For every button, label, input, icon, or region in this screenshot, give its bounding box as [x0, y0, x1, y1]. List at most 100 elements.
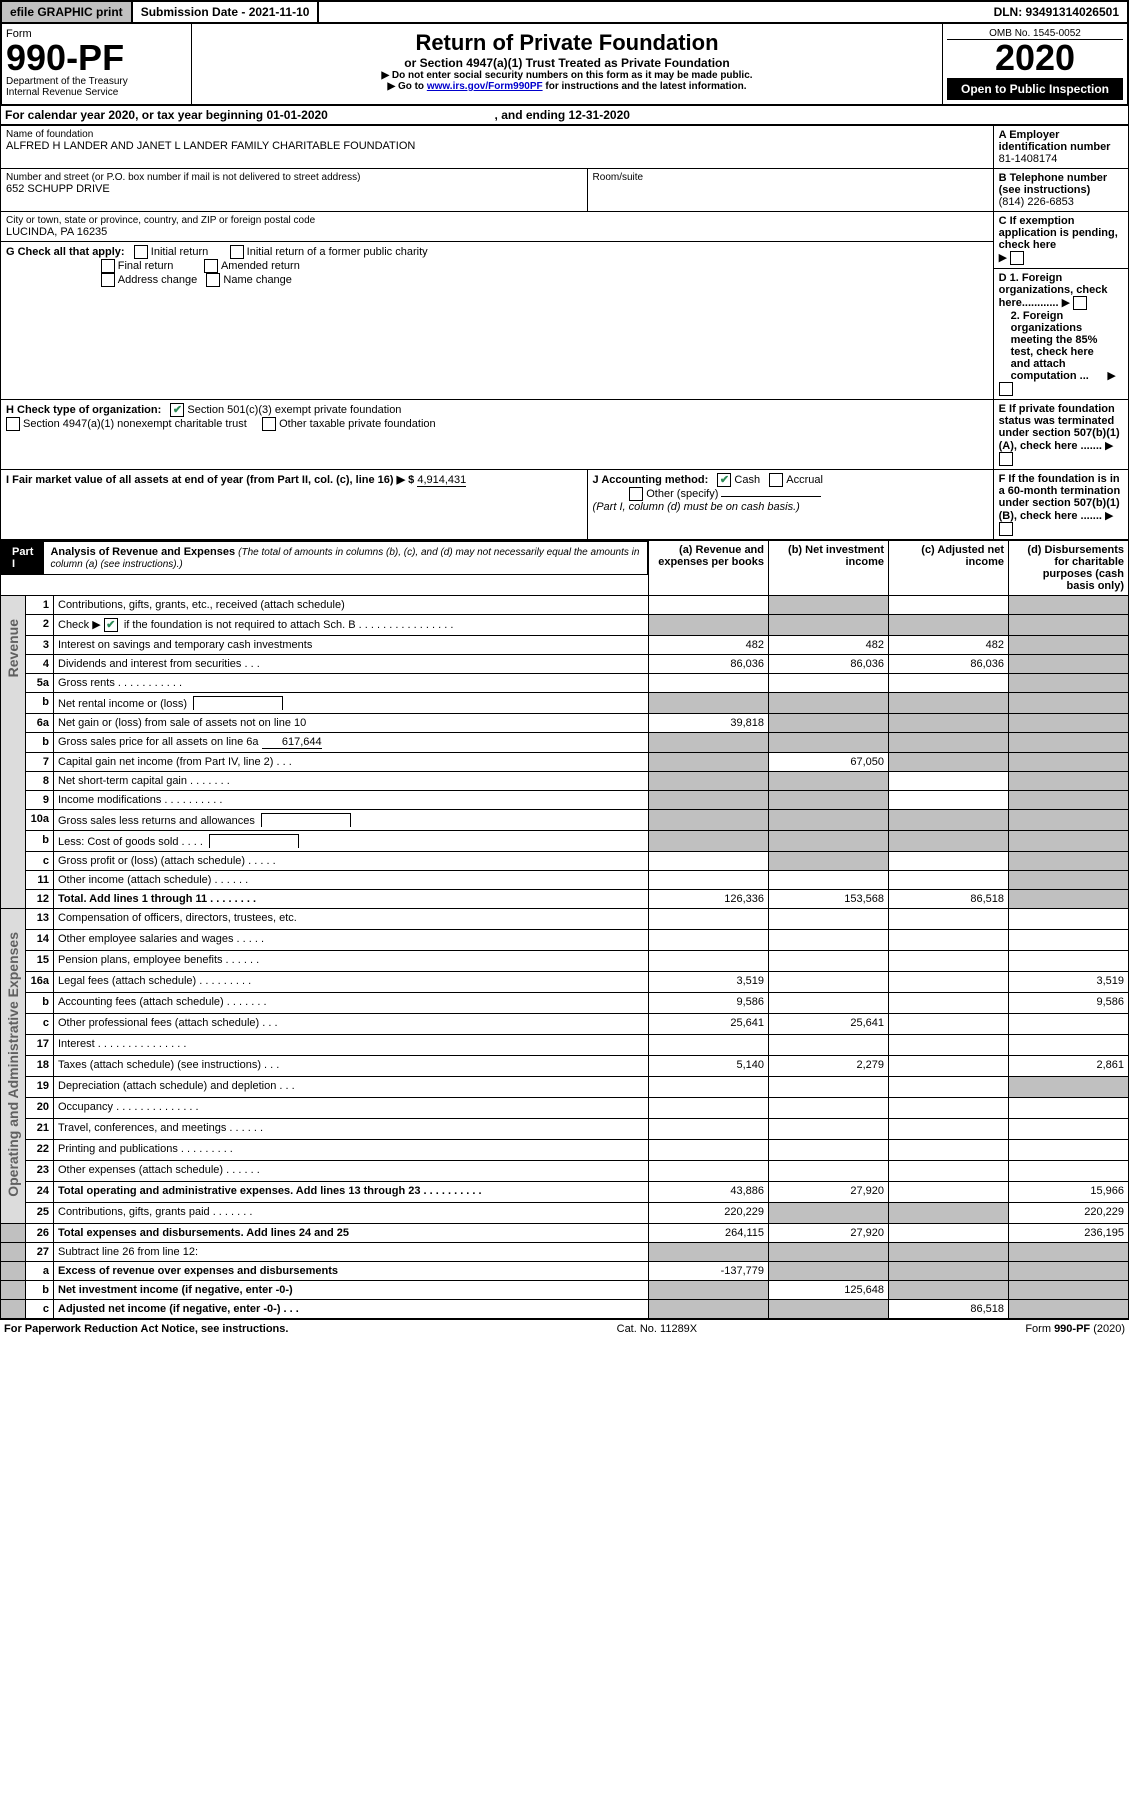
row-num: 17 — [26, 1035, 54, 1056]
j-note: (Part I, column (d) must be on cash basi… — [593, 501, 800, 513]
table-row: Revenue 1Contributions, gifts, grants, e… — [1, 596, 1129, 615]
submission-date: Submission Date - 2021-11-10 — [133, 2, 320, 22]
warn2-pre: ▶ Go to — [387, 81, 426, 92]
row-num: 6a — [26, 714, 54, 733]
table-row: 20Occupancy . . . . . . . . . . . . . . — [1, 1098, 1129, 1119]
d2-checkbox[interactable] — [999, 382, 1013, 396]
row-desc: Occupancy . . . . . . . . . . . . . . — [54, 1098, 649, 1119]
footer-right: Form 990-PF (2020) — [1025, 1323, 1125, 1335]
i-label: I Fair market value of all assets at end… — [6, 474, 414, 486]
tax-year: 2020 — [947, 40, 1123, 76]
row-num: 14 — [26, 930, 54, 951]
row-num: b — [26, 993, 54, 1014]
ein-value: 81-1408174 — [999, 153, 1123, 165]
cell-a: 264,115 — [649, 1224, 769, 1243]
room-label: Room/suite — [593, 172, 988, 183]
page-footer: For Paperwork Reduction Act Notice, see … — [0, 1319, 1129, 1338]
city-label: City or town, state or province, country… — [6, 215, 988, 226]
warning2: ▶ Go to www.irs.gov/Form990PF for instru… — [198, 81, 936, 92]
g-initial-former-checkbox[interactable] — [230, 245, 244, 259]
row-desc: Printing and publications . . . . . . . … — [54, 1140, 649, 1161]
info-block: Name of foundation ALFRED H LANDER AND J… — [0, 125, 1129, 540]
row-num: 19 — [26, 1077, 54, 1098]
f-checkbox[interactable] — [999, 522, 1013, 536]
row-num: b — [26, 1281, 54, 1300]
e-label: E If private foundation status was termi… — [999, 403, 1120, 452]
cell-d: 9,586 — [1009, 993, 1129, 1014]
top-bar: efile GRAPHIC print Submission Date - 20… — [0, 0, 1129, 24]
table-row: cAdjusted net income (if negative, enter… — [1, 1300, 1129, 1319]
table-row: 22Printing and publications . . . . . . … — [1, 1140, 1129, 1161]
row-num: 15 — [26, 951, 54, 972]
d1-checkbox[interactable] — [1073, 296, 1087, 310]
part-label: Part I — [2, 542, 44, 574]
table-row: Operating and Administrative Expenses 13… — [1, 909, 1129, 930]
j-cash-checkbox[interactable] — [717, 473, 731, 487]
cell-a: 220,229 — [649, 1203, 769, 1224]
cell-d: 2,861 — [1009, 1056, 1129, 1077]
j-other-checkbox[interactable] — [629, 487, 643, 501]
ein-label: A Employer identification number — [999, 129, 1123, 153]
calyear-begin: 01-01-2020 — [266, 108, 327, 122]
cell-a: 5,140 — [649, 1056, 769, 1077]
g-addr-checkbox[interactable] — [101, 273, 115, 287]
table-row: 4Dividends and interest from securities … — [1, 655, 1129, 674]
cell-b: 125,648 — [769, 1281, 889, 1300]
row-num: 23 — [26, 1161, 54, 1182]
irs-link[interactable]: www.irs.gov/Form990PF — [427, 81, 543, 92]
calyear-mid: , and ending — [495, 108, 569, 122]
table-row: 9Income modifications . . . . . . . . . … — [1, 791, 1129, 810]
cell-b: 86,036 — [769, 655, 889, 674]
h-4947-checkbox[interactable] — [6, 417, 20, 431]
form-header: Form 990-PF Department of the Treasury I… — [0, 24, 1129, 106]
cell-d: 3,519 — [1009, 972, 1129, 993]
cell-b: 153,568 — [769, 890, 889, 909]
schb-checkbox[interactable] — [104, 618, 118, 632]
g-amended-checkbox[interactable] — [204, 259, 218, 273]
efile-button[interactable]: efile GRAPHIC print — [2, 2, 133, 22]
row-num: 16a — [26, 972, 54, 993]
table-row: 7Capital gain net income (from Part IV, … — [1, 753, 1129, 772]
row-desc: Gross sales less returns and allowances — [54, 810, 649, 831]
row-desc: Gross sales price for all assets on line… — [54, 733, 649, 753]
g-final-checkbox[interactable] — [101, 259, 115, 273]
d1-label: D 1. Foreign organizations, check here..… — [999, 272, 1108, 309]
row-num: 25 — [26, 1203, 54, 1224]
row-num: 5a — [26, 674, 54, 693]
row-desc: Contributions, gifts, grants paid . . . … — [54, 1203, 649, 1224]
j-accrual-checkbox[interactable] — [769, 473, 783, 487]
revenue-spine: Revenue — [1, 596, 26, 909]
row-num: 1 — [26, 596, 54, 615]
g-label: G Check all that apply: — [6, 246, 125, 258]
row-desc: Income modifications . . . . . . . . . . — [54, 791, 649, 810]
h-other-checkbox[interactable] — [262, 417, 276, 431]
row-desc: Depreciation (attach schedule) and deple… — [54, 1077, 649, 1098]
row-desc: Taxes (attach schedule) (see instruction… — [54, 1056, 649, 1077]
row-desc: Net short-term capital gain . . . . . . … — [54, 772, 649, 791]
row-desc: Adjusted net income (if negative, enter … — [54, 1300, 649, 1319]
cell-b: 2,279 — [769, 1056, 889, 1077]
h-501c3-checkbox[interactable] — [170, 403, 184, 417]
row-desc: Compensation of officers, directors, tru… — [54, 909, 649, 930]
table-row: 14Other employee salaries and wages . . … — [1, 930, 1129, 951]
cell-a: 39,818 — [649, 714, 769, 733]
g-initial-checkbox[interactable] — [134, 245, 148, 259]
row-num: c — [26, 1300, 54, 1319]
table-row: 25Contributions, gifts, grants paid . . … — [1, 1203, 1129, 1224]
table-row: 10aGross sales less returns and allowanc… — [1, 810, 1129, 831]
row-num: b — [26, 831, 54, 852]
table-row: 15Pension plans, employee benefits . . .… — [1, 951, 1129, 972]
g-name-checkbox[interactable] — [206, 273, 220, 287]
g-initial-former-label: Initial return of a former public charit… — [247, 246, 428, 258]
row-num: 13 — [26, 909, 54, 930]
col-b-header: (b) Net investment income — [769, 541, 889, 596]
c-checkbox[interactable] — [1010, 251, 1024, 265]
row-desc: Other employee salaries and wages . . . … — [54, 930, 649, 951]
j-other-label: Other (specify) — [646, 488, 718, 500]
g-name-label: Name change — [223, 274, 292, 286]
cell-b: 67,050 — [769, 753, 889, 772]
e-checkbox[interactable] — [999, 452, 1013, 466]
j-accrual-label: Accrual — [786, 474, 823, 486]
irs-label: Internal Revenue Service — [6, 87, 187, 98]
dept-label: Department of the Treasury — [6, 76, 187, 87]
